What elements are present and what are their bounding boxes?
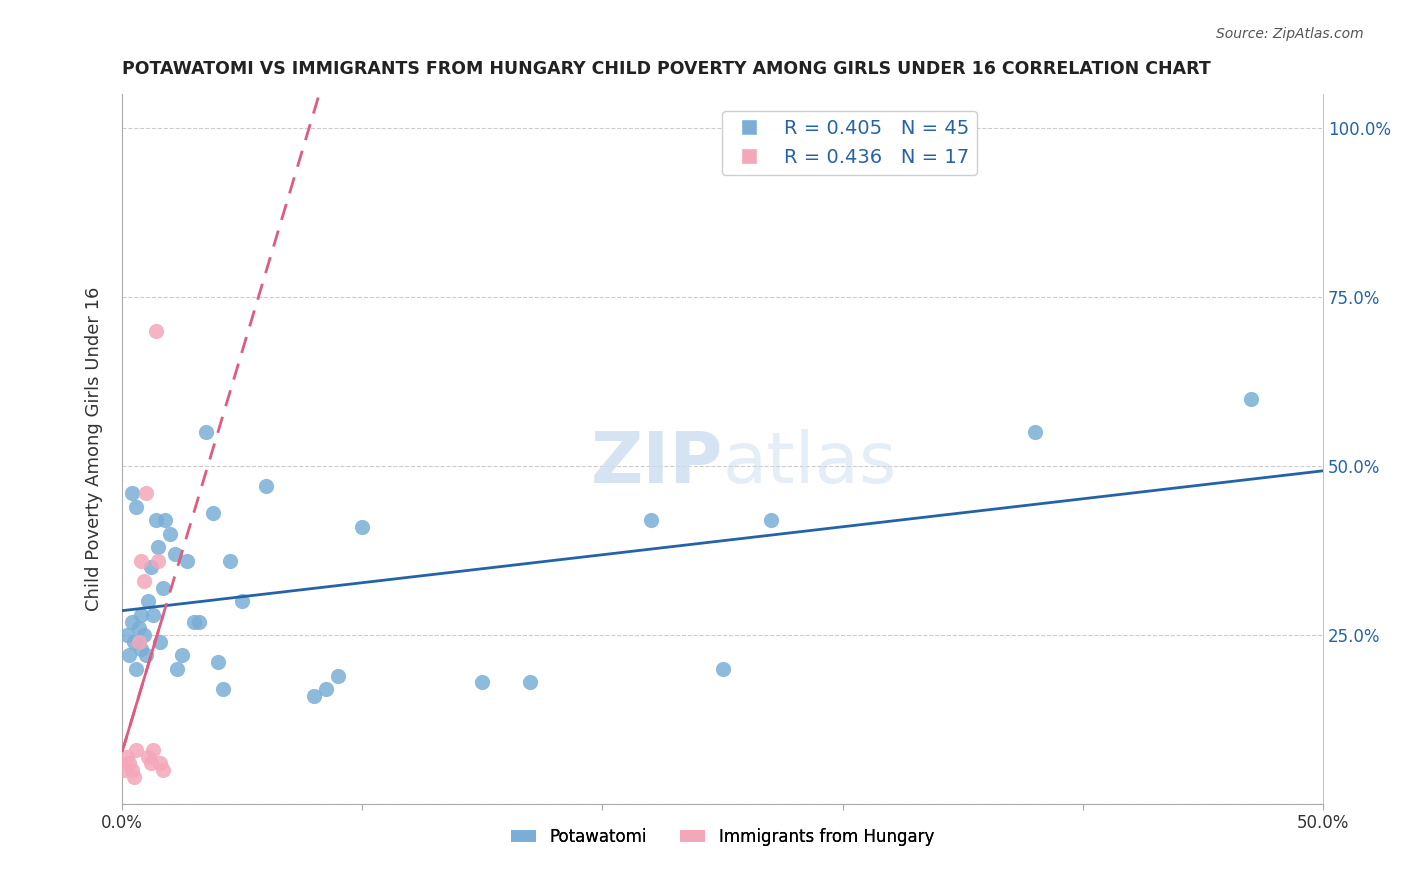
Point bbox=[152, 763, 174, 777]
Point bbox=[207, 655, 229, 669]
Point bbox=[139, 560, 162, 574]
Point bbox=[115, 628, 138, 642]
Point bbox=[121, 486, 143, 500]
Point bbox=[176, 554, 198, 568]
Point bbox=[135, 648, 157, 663]
Point bbox=[149, 635, 172, 649]
Point bbox=[128, 621, 150, 635]
Point bbox=[183, 615, 205, 629]
Point bbox=[1240, 392, 1263, 406]
Point bbox=[328, 668, 350, 682]
Point bbox=[166, 662, 188, 676]
Point bbox=[138, 594, 160, 608]
Point bbox=[759, 513, 782, 527]
Point bbox=[172, 648, 194, 663]
Y-axis label: Child Poverty Among Girls Under 16: Child Poverty Among Girls Under 16 bbox=[86, 287, 103, 611]
Point bbox=[125, 662, 148, 676]
Point bbox=[149, 756, 172, 771]
Point bbox=[302, 689, 325, 703]
Point bbox=[118, 648, 141, 663]
Point bbox=[142, 743, 165, 757]
Point bbox=[315, 682, 337, 697]
Point bbox=[146, 540, 169, 554]
Point bbox=[122, 635, 145, 649]
Point bbox=[132, 628, 155, 642]
Point bbox=[145, 513, 167, 527]
Point bbox=[129, 607, 152, 622]
Point bbox=[132, 574, 155, 588]
Point bbox=[212, 682, 235, 697]
Text: atlas: atlas bbox=[723, 429, 897, 498]
Point bbox=[1024, 425, 1046, 440]
Point bbox=[195, 425, 218, 440]
Point bbox=[202, 507, 225, 521]
Point bbox=[128, 635, 150, 649]
Point bbox=[125, 743, 148, 757]
Point bbox=[146, 554, 169, 568]
Point bbox=[187, 615, 209, 629]
Text: ZIP: ZIP bbox=[591, 429, 723, 498]
Point bbox=[471, 675, 494, 690]
Point bbox=[219, 554, 242, 568]
Text: POTAWATOMI VS IMMIGRANTS FROM HUNGARY CHILD POVERTY AMONG GIRLS UNDER 16 CORRELA: POTAWATOMI VS IMMIGRANTS FROM HUNGARY CH… bbox=[122, 60, 1211, 78]
Point bbox=[122, 770, 145, 784]
Point bbox=[118, 756, 141, 771]
Point bbox=[121, 615, 143, 629]
Point bbox=[139, 756, 162, 771]
Point bbox=[152, 581, 174, 595]
Point bbox=[231, 594, 253, 608]
Point bbox=[142, 607, 165, 622]
Point bbox=[159, 526, 181, 541]
Point bbox=[352, 520, 374, 534]
Point bbox=[129, 554, 152, 568]
Text: Source: ZipAtlas.com: Source: ZipAtlas.com bbox=[1216, 27, 1364, 41]
Point bbox=[519, 675, 541, 690]
Point bbox=[115, 749, 138, 764]
Point bbox=[145, 324, 167, 338]
Point bbox=[640, 513, 662, 527]
Point bbox=[155, 513, 177, 527]
Point bbox=[163, 547, 186, 561]
Point bbox=[121, 763, 143, 777]
Point bbox=[138, 749, 160, 764]
Point bbox=[125, 500, 148, 514]
Point bbox=[254, 479, 277, 493]
Point bbox=[114, 763, 136, 777]
Point bbox=[711, 662, 734, 676]
Point bbox=[129, 641, 152, 656]
Legend: Potawatomi, Immigrants from Hungary: Potawatomi, Immigrants from Hungary bbox=[505, 821, 941, 853]
Point bbox=[135, 486, 157, 500]
